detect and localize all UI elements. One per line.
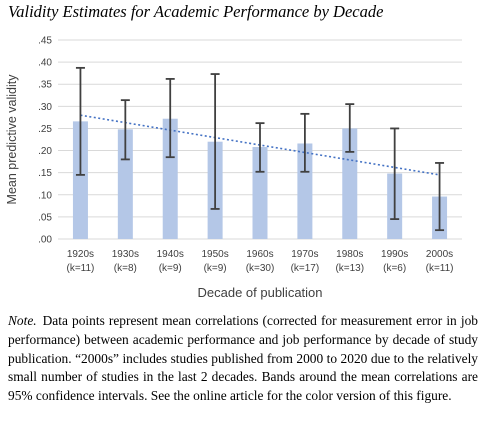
bar (252, 147, 268, 239)
x-tick-count: (k=9) (159, 263, 182, 274)
x-tick-label: 1950s (201, 249, 228, 260)
trend-line (80, 114, 440, 176)
y-tick-label: .45 (38, 36, 52, 47)
chart-title: Validity Estimates for Academic Performa… (8, 2, 384, 21)
x-tick-label: 1960s (246, 249, 273, 260)
x-axis-ticks: 1920s (k=11) 1930s (k=8) 1940s (k=9) 1950s (k=9… (66, 249, 453, 274)
bar (342, 128, 358, 239)
y-tick-label: .10 (38, 190, 52, 201)
error-bar (435, 162, 445, 232)
x-tick-label: 1970s (291, 249, 318, 260)
error-bar (165, 78, 175, 159)
x-tick-count: (k=8) (114, 263, 137, 274)
x-tick-label: 2000s (426, 249, 453, 260)
trendline (80, 114, 440, 176)
x-tick-count: (k=17) (291, 263, 320, 274)
x-tick-count: (k=11) (66, 263, 94, 274)
note-label: Note. (8, 313, 37, 328)
error-bar (255, 122, 265, 173)
y-tick-label: .20 (38, 146, 52, 157)
error-bar (120, 99, 130, 161)
y-tick-label: .25 (38, 124, 52, 135)
x-tick-label: 1990s (381, 249, 408, 260)
y-axis-label: Mean predictive validity (5, 74, 19, 205)
error-bar (300, 112, 310, 173)
x-tick-count: (k=30) (246, 263, 275, 274)
x-tick-label: 1920s (67, 249, 94, 260)
error-bar (75, 66, 85, 176)
y-tick-label: .35 (38, 80, 52, 91)
y-tick-label: .00 (38, 235, 52, 246)
error-bar (390, 127, 400, 221)
x-tick-label: 1930s (112, 249, 139, 260)
bar (162, 118, 178, 239)
x-tick-label: 1980s (336, 249, 363, 260)
error-bar (345, 103, 355, 153)
x-tick-count: (k=11) (426, 263, 454, 274)
y-tick-label: .30 (38, 102, 52, 113)
y-tick-label: .05 (38, 212, 52, 223)
error-bars (75, 66, 445, 232)
error-bar (210, 73, 220, 210)
x-tick-count: (k=9) (204, 263, 227, 274)
x-axis-label: Decade of publication (197, 285, 322, 300)
x-tick-label: 1940s (157, 249, 184, 260)
x-tick-count: (k=6) (383, 263, 406, 274)
x-tick-count: (k=13) (335, 263, 364, 274)
bar (117, 129, 133, 239)
y-tick-label: .40 (38, 58, 52, 69)
bar (297, 143, 313, 239)
y-tick-label: .15 (38, 168, 52, 179)
note-text: Data points represent mean correlations … (8, 313, 478, 404)
bar (72, 121, 88, 239)
figure-note: Note. Data points represent mean correlat… (8, 312, 478, 406)
bar-chart: .00 .05 .10 .15 .20 .25 .30 .35 .40 .45 1920s (k=1… (5, 36, 462, 300)
y-axis-ticks: .00 .05 .10 .15 .20 .25 .30 .35 .40 .45 (38, 36, 52, 246)
